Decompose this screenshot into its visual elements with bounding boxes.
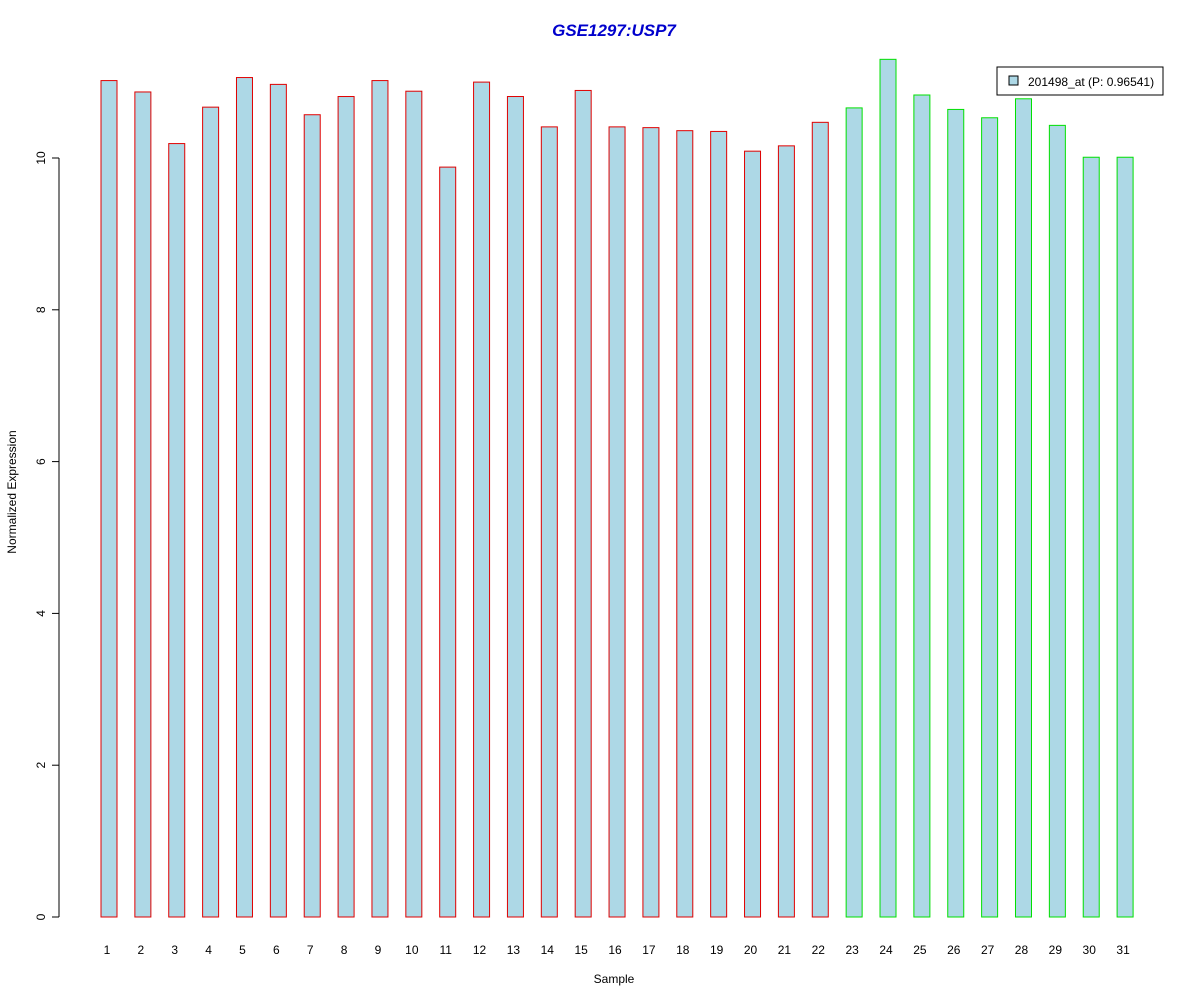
x-axis-tick-label: 9 — [375, 943, 382, 957]
x-axis-tick-label: 4 — [205, 943, 212, 957]
bar-sample-17 — [642, 127, 660, 918]
bar-sample-25 — [913, 94, 931, 918]
x-axis-tick-label: 31 — [1116, 943, 1130, 957]
bar-sample-1 — [100, 80, 118, 918]
x-axis-tick-label: 19 — [710, 943, 724, 957]
bar-sample-27 — [981, 117, 999, 918]
x-axis-tick-label: 14 — [541, 943, 555, 957]
bar-sample-28 — [1014, 98, 1032, 918]
bar-sample-6 — [269, 83, 287, 918]
x-axis-tick-label: 11 — [439, 943, 452, 957]
x-axis-tick-label: 27 — [981, 943, 995, 957]
bar-sample-14 — [540, 126, 558, 918]
x-axis-tick-label: 24 — [879, 943, 893, 957]
bar-sample-31 — [1116, 156, 1134, 918]
x-axis-tick-label: 26 — [947, 943, 961, 957]
x-axis-tick-label: 13 — [507, 943, 521, 957]
x-axis-label: Sample — [594, 972, 635, 986]
y-axis-tick-label: 6 — [34, 458, 48, 465]
x-axis-tick-label: 21 — [778, 943, 792, 957]
x-axis-tick-label: 12 — [473, 943, 487, 957]
x-axis-tick-label: 6 — [273, 943, 280, 957]
bar-sample-5 — [235, 77, 253, 918]
x-axis-tick-labels: 1 2 3 4 5 6 7 8 9 10 11 12 13 14 15 16 17 18 19 20 21 22 23 24 2… — [104, 943, 1130, 957]
legend-swatch — [1008, 75, 1019, 86]
x-axis-tick-label: 30 — [1083, 943, 1097, 957]
x-axis-tick-label: 18 — [676, 943, 690, 957]
x-axis-tick-label: 25 — [913, 943, 927, 957]
x-axis-tick-label: 17 — [642, 943, 656, 957]
bar-sample-11 — [439, 166, 457, 918]
bar-sample-15 — [574, 89, 592, 918]
bar-sample-29 — [1048, 124, 1066, 918]
bars — [100, 58, 1134, 918]
x-axis-tick-label: 20 — [744, 943, 758, 957]
bar-sample-30 — [1082, 156, 1100, 918]
legend: 201498_at (P: 0.96541) — [996, 66, 1164, 96]
bar-sample-10 — [405, 90, 423, 918]
x-axis-tick-label: 3 — [171, 943, 178, 957]
x-axis-tick-label: 28 — [1015, 943, 1029, 957]
bar-sample-12 — [473, 81, 491, 918]
bar-sample-3 — [168, 143, 186, 918]
chart-title: GSE1297:USP7 — [552, 21, 677, 40]
y-axis: 0 2 4 6 8 10 — [34, 151, 60, 920]
bar-sample-16 — [608, 126, 626, 918]
y-axis-tick-label: 2 — [34, 762, 48, 769]
bar-sample-7 — [303, 114, 321, 918]
y-axis-tick-label: 4 — [34, 610, 48, 617]
bar-sample-4 — [202, 106, 220, 918]
y-axis-tick-label: 10 — [34, 151, 48, 165]
x-axis-tick-label: 2 — [138, 943, 145, 957]
x-axis-tick-label: 5 — [239, 943, 246, 957]
legend-box — [996, 66, 1164, 96]
x-axis-tick-label: 23 — [845, 943, 859, 957]
bar-sample-2 — [134, 91, 152, 918]
y-axis-label: Normalized Expression — [5, 430, 19, 553]
x-axis-tick-label: 16 — [608, 943, 622, 957]
bar-sample-8 — [337, 96, 355, 918]
y-axis-tick-label: 8 — [34, 306, 48, 313]
bar-sample-24 — [879, 58, 897, 918]
x-axis-tick-label: 7 — [307, 943, 314, 957]
x-axis-tick-label: 22 — [812, 943, 826, 957]
bar-sample-26 — [947, 108, 965, 918]
x-axis-tick-label: 1 — [104, 943, 111, 957]
x-axis-tick-label: 15 — [575, 943, 589, 957]
bar-sample-13 — [506, 96, 524, 918]
x-axis-tick-label: 29 — [1049, 943, 1063, 957]
legend-entry-label: 201498_at (P: 0.96541) — [1028, 75, 1154, 89]
x-axis-tick-label: 8 — [341, 943, 348, 957]
bar-sample-20 — [744, 150, 762, 918]
bar-sample-23 — [845, 107, 863, 918]
bar-sample-18 — [676, 130, 694, 918]
y-axis-tick-label: 0 — [34, 913, 48, 920]
bar-sample-9 — [371, 80, 389, 918]
bar-sample-22 — [811, 121, 829, 918]
bar-sample-19 — [710, 130, 728, 918]
x-axis-tick-label: 10 — [405, 943, 419, 957]
bar-sample-21 — [777, 145, 795, 918]
